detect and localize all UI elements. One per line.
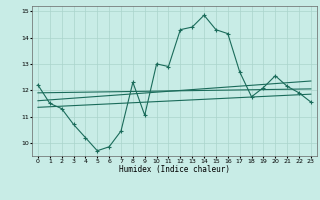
X-axis label: Humidex (Indice chaleur): Humidex (Indice chaleur): [119, 165, 230, 174]
